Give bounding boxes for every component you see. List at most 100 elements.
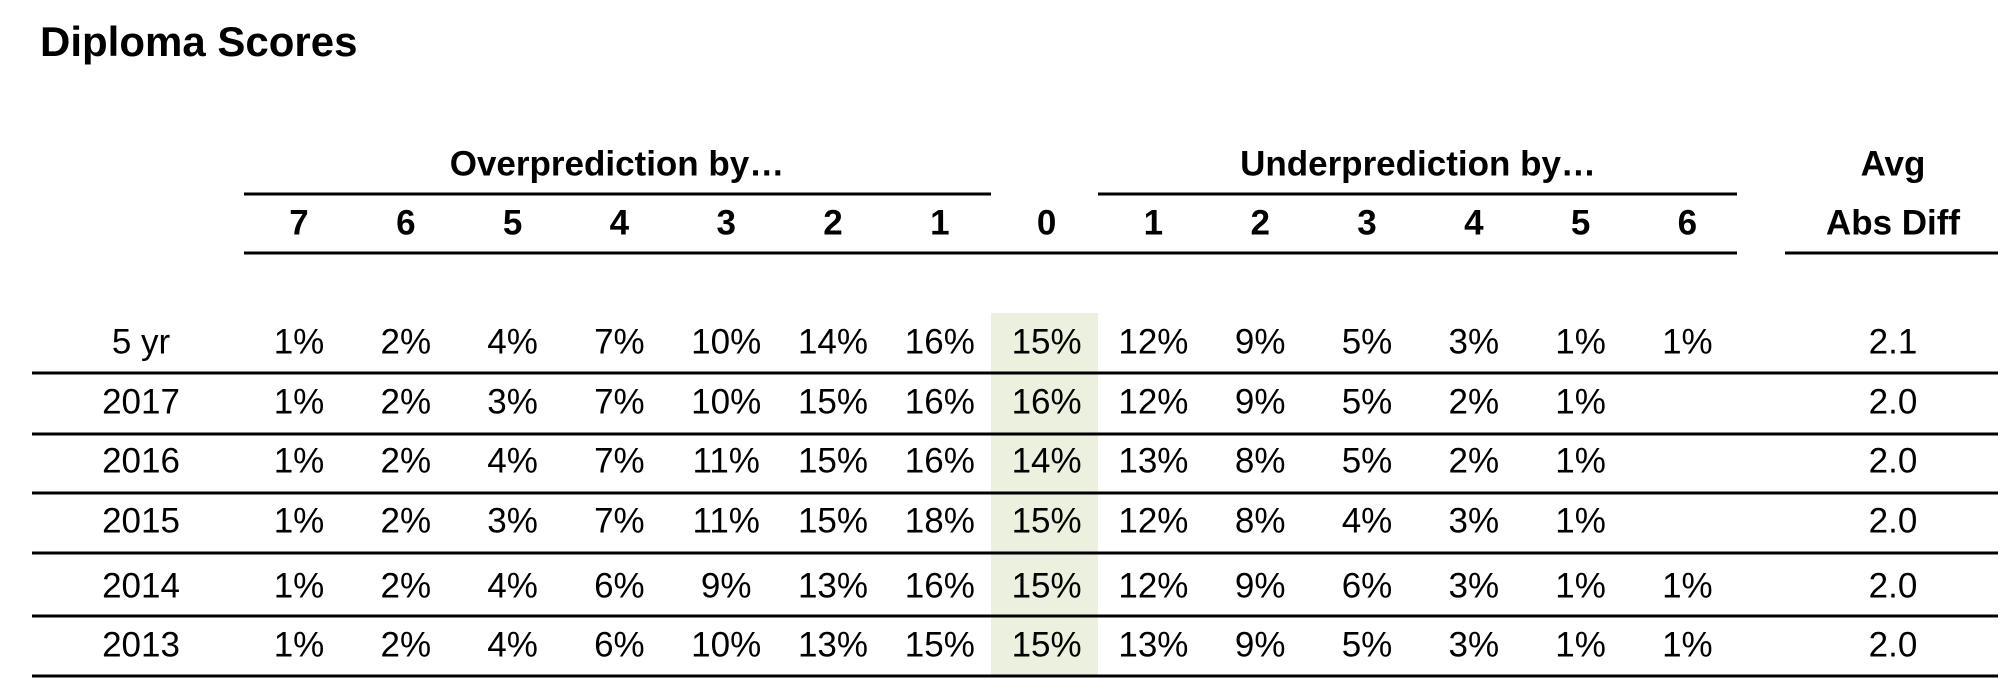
cell-value: 2%: [1449, 382, 1500, 421]
column-header: 1: [1144, 203, 1163, 242]
cell-value: 15%: [1012, 625, 1082, 664]
cell-value: 2%: [381, 441, 432, 480]
cell-value: 4%: [487, 441, 538, 480]
row-label: 2016: [102, 441, 180, 480]
cell-value: 6%: [594, 625, 645, 664]
cell-value: 9%: [701, 566, 752, 605]
cell-value: 4%: [487, 322, 538, 361]
cell-value: 2%: [381, 625, 432, 664]
cell-value: 13%: [1118, 441, 1188, 480]
cell-value: 3%: [1449, 322, 1500, 361]
cell-value: 10%: [691, 322, 761, 361]
cell-value: 2%: [381, 501, 432, 540]
column-header: 3: [1357, 203, 1376, 242]
cell-value: 1%: [1662, 566, 1713, 605]
cell-value: 12%: [1118, 382, 1188, 421]
cell-value: 7%: [594, 501, 645, 540]
column-header: 0: [1037, 203, 1056, 242]
cell-value: 12%: [1118, 566, 1188, 605]
avg-header: Avg: [1861, 144, 1926, 183]
cell-value: 3%: [1449, 625, 1500, 664]
cell-value: 9%: [1235, 322, 1286, 361]
cell-value: 7%: [594, 382, 645, 421]
cell-value: 1%: [1555, 382, 1606, 421]
group-header: Overprediction by…: [450, 144, 785, 183]
column-header: 6: [1678, 203, 1697, 242]
cell-value: 1%: [1555, 625, 1606, 664]
cell-value: 2%: [381, 382, 432, 421]
cell-value: 1%: [1555, 501, 1606, 540]
row-label: 5 yr: [112, 322, 171, 361]
cell-value: 1%: [1555, 322, 1606, 361]
cell-value: 1%: [1662, 625, 1713, 664]
column-header: 5: [1571, 203, 1590, 242]
cell-value: 16%: [905, 322, 975, 361]
cell-value: 5%: [1342, 625, 1393, 664]
cell-value: 2%: [381, 322, 432, 361]
cell-value: 10%: [691, 382, 761, 421]
column-header: 2: [1250, 203, 1269, 242]
cell-value: 4%: [487, 566, 538, 605]
row-label: 2017: [102, 382, 180, 421]
column-header: 7: [289, 203, 308, 242]
column-header: 1: [930, 203, 949, 242]
cell-value: 2%: [1449, 441, 1500, 480]
cell-value: 7%: [594, 441, 645, 480]
cell-value: 5%: [1342, 441, 1393, 480]
row-label: 2014: [102, 566, 180, 605]
cell-value: 14%: [798, 322, 868, 361]
cell-value: 3%: [487, 501, 538, 540]
column-header: 5: [503, 203, 522, 242]
avg-header: Abs Diff: [1826, 203, 1961, 242]
cell-value: 1%: [274, 322, 325, 361]
cell-value: 8%: [1235, 441, 1286, 480]
column-header: 3: [716, 203, 735, 242]
avg-value: 2.0: [1869, 441, 1918, 480]
column-header: 2: [823, 203, 842, 242]
cell-value: 1%: [274, 441, 325, 480]
cell-value: 16%: [905, 382, 975, 421]
cell-value: 3%: [487, 382, 538, 421]
cell-value: 12%: [1118, 322, 1188, 361]
cell-value: 16%: [1012, 382, 1082, 421]
avg-value: 2.0: [1869, 382, 1918, 421]
cell-value: 2%: [381, 566, 432, 605]
cell-value: 8%: [1235, 501, 1286, 540]
title: Diploma Scores: [40, 18, 357, 65]
cell-value: 7%: [594, 322, 645, 361]
cell-value: 5%: [1342, 382, 1393, 421]
cell-value: 11%: [692, 441, 759, 480]
cell-value: 6%: [594, 566, 645, 605]
cell-value: 9%: [1235, 625, 1286, 664]
cell-value: 15%: [798, 382, 868, 421]
cell-value: 16%: [905, 441, 975, 480]
avg-value: 2.0: [1869, 566, 1918, 605]
cell-value: 15%: [798, 501, 868, 540]
cell-value: 1%: [1555, 566, 1606, 605]
cell-value: 1%: [274, 625, 325, 664]
cell-value: 6%: [1342, 566, 1393, 605]
column-header: 4: [1464, 203, 1484, 242]
column-header: 4: [610, 203, 630, 242]
cell-value: 15%: [798, 441, 868, 480]
cell-value: 15%: [905, 625, 975, 664]
cell-value: 15%: [1012, 322, 1082, 361]
avg-value: 2.1: [1869, 322, 1918, 361]
avg-value: 2.0: [1869, 501, 1918, 540]
cell-value: 1%: [274, 501, 325, 540]
cell-value: 11%: [692, 501, 759, 540]
cell-value: 3%: [1449, 501, 1500, 540]
cell-value: 9%: [1235, 566, 1286, 605]
cell-value: 14%: [1012, 441, 1082, 480]
cell-value: 1%: [1662, 322, 1713, 361]
cell-value: 1%: [274, 566, 325, 605]
cell-value: 16%: [905, 566, 975, 605]
avg-value: 2.0: [1869, 625, 1918, 664]
cell-value: 13%: [798, 625, 868, 664]
cell-value: 9%: [1235, 382, 1286, 421]
column-header: 6: [396, 203, 415, 242]
cell-value: 1%: [1555, 441, 1606, 480]
row-label: 2015: [102, 501, 180, 540]
cell-value: 18%: [905, 501, 975, 540]
